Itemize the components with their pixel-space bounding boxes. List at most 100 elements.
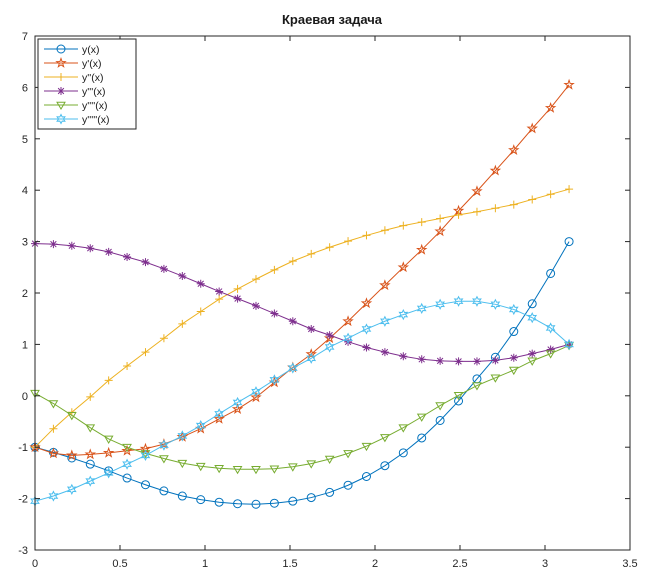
data-point [508,144,520,155]
data-point [397,261,410,273]
data-point [472,295,482,307]
data-point [434,225,446,237]
data-point [379,279,391,291]
y-tick-label: 4 [22,185,28,197]
data-point [121,444,133,456]
data-point [48,490,59,502]
data-point [86,392,95,401]
y-tick-label: -2 [18,494,28,506]
data-point [436,214,445,223]
data-point [141,348,150,357]
data-point [251,386,261,398]
legend: y(x) y'(x) y''(x) y'''(x) y''''(x) y'''''(x) [37,38,137,130]
data-point [417,218,426,227]
legend-marker [55,56,67,68]
data-point [342,315,354,327]
legend-marker [56,101,66,110]
data-point [270,309,279,318]
x-tick-label: 2.5 [452,558,467,570]
data-point [122,458,132,470]
data-point [343,450,353,459]
x-tick-label: 1 [202,558,208,570]
data-point [398,424,409,433]
x-tick-label: 3 [542,558,548,570]
y-tick-label: 7 [22,31,28,43]
data-point [196,495,206,505]
data-point [86,244,95,253]
data-point [232,396,243,409]
data-point [159,439,169,451]
legend-item: y''''(x) [44,100,108,112]
data-point [398,448,408,458]
data-point [546,190,555,199]
y-tick-label: -3 [18,545,28,557]
data-point [454,357,463,366]
data-point [380,348,389,357]
data-point [380,226,389,235]
data-point [66,412,77,421]
legend-label: y(x) [82,44,100,56]
legend-label: y'(x) [82,58,102,70]
data-point [269,374,280,386]
legend-marker [57,87,65,95]
data-point [564,237,574,247]
data-point [288,496,298,506]
data-point [490,298,501,310]
data-point [251,301,260,310]
data-point [67,453,77,463]
data-point [416,413,427,422]
data-point [287,463,298,472]
data-point [454,396,464,406]
data-point [564,342,574,351]
data-point [546,345,555,354]
data-point [66,483,77,495]
data-point [563,78,575,90]
legend-marker [56,44,66,54]
data-point [380,434,390,443]
series-2 [31,185,574,452]
data-point [343,480,353,490]
y-tick-label: 5 [22,134,28,146]
data-point [122,473,132,483]
series-5 [30,295,574,507]
data-point [103,435,114,444]
data-point [564,338,574,351]
data-point [196,307,205,316]
legend-item: y'(x) [44,56,102,70]
legend-item: y(x) [44,44,100,56]
series-line [34,241,570,505]
data-point [215,295,224,304]
data-point [250,391,262,403]
data-point [565,340,574,349]
series-1 [29,78,575,461]
data-point [178,272,187,281]
data-point [509,353,518,362]
data-point [472,382,482,391]
data-point [66,449,78,461]
data-point [472,357,481,366]
legend-label: y''''(x) [82,100,108,112]
data-point [361,471,371,481]
data-point [454,210,463,219]
series-line [34,188,570,448]
data-point [565,185,574,194]
data-point [141,258,150,267]
data-point [270,265,279,274]
data-point [436,356,445,365]
y-tick-label: 1 [22,339,28,351]
data-point [471,185,483,197]
data-point [324,341,335,353]
data-point [85,424,96,433]
chart-title: Краевая задача [282,12,383,27]
legend-label: y''(x) [82,72,104,84]
data-point [325,487,335,497]
data-point [453,391,464,401]
legend-item: y'''''(x) [44,113,110,126]
data-point [288,257,297,266]
data-point [288,317,297,326]
y-tick-label: 2 [22,288,28,300]
data-point [360,297,373,309]
data-point [140,449,151,462]
data-point [398,308,409,321]
data-point [361,323,372,335]
